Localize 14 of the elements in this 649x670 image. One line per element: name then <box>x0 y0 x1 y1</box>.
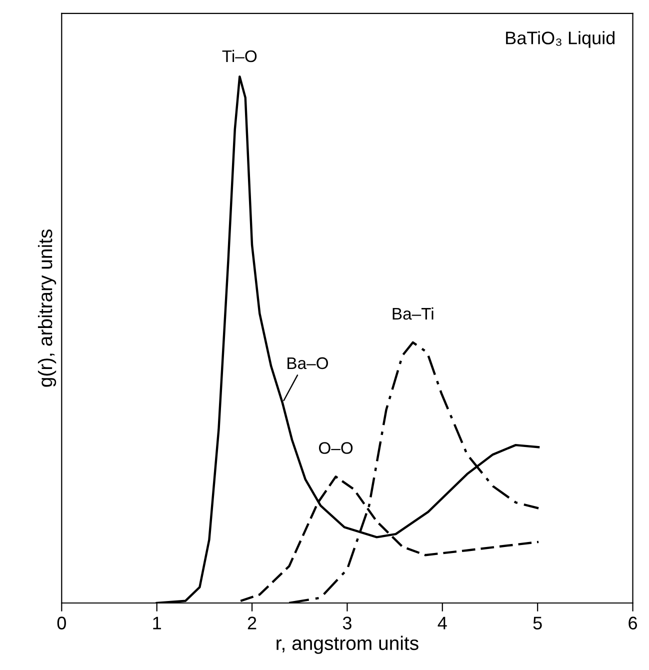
annotation: Ti–O <box>222 50 257 62</box>
x-tick-label: 6 <box>628 616 638 630</box>
y-axis-title: g(r), arbitrary units <box>38 229 56 387</box>
x-tick-label: 0 <box>57 616 66 630</box>
text: BaTiO₃ Liquid <box>506 31 614 48</box>
x-tick-label: 3 <box>342 616 352 630</box>
annotation: Ba–O <box>288 357 328 370</box>
x-axis-title: r, angstrom units <box>276 636 418 654</box>
x-tick-label: 4 <box>438 616 447 630</box>
annotation: Ba–Ti <box>392 307 434 320</box>
annotation: O–O <box>318 442 353 454</box>
x-tick-label: 5 <box>533 616 542 630</box>
x-tick-label: 1 <box>153 616 161 630</box>
x-tick-label: 2 <box>248 616 256 630</box>
